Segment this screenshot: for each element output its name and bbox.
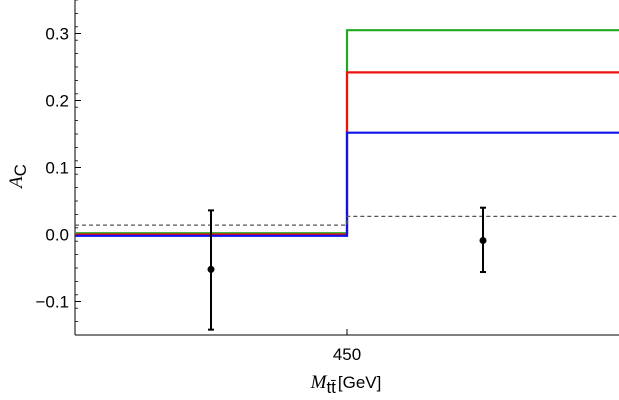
y-axis-label: AC (6, 164, 30, 190)
y-tick-label: 0.1 (45, 159, 69, 178)
x-tick-label: 450 (333, 345, 361, 364)
points-layer (207, 206, 487, 331)
y-ticks: −0.1 0.0 0.1 0.2 0.3 (35, 0, 81, 336)
series-layer (75, 29, 619, 237)
data-point (479, 237, 487, 245)
y-tick-label: −0.1 (35, 293, 69, 312)
y-tick-label: 0.0 (45, 226, 69, 245)
data-point (207, 265, 215, 273)
x-axis-label: Mtt̄ [GeV] (310, 372, 382, 397)
y-tick-label: 0.3 (45, 25, 69, 44)
y-tick-label: 0.2 (45, 92, 69, 111)
x-ticks: 450 (333, 329, 361, 364)
